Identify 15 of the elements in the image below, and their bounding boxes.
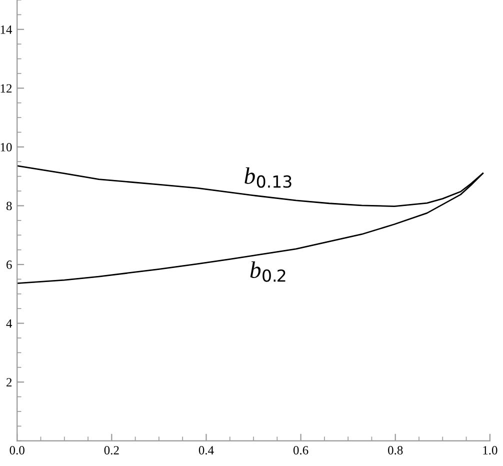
series-label: b$_{0.13}$ xyxy=(244,167,292,188)
y-tick-label: 4 xyxy=(6,319,12,328)
y-tick-label: 6 xyxy=(6,260,12,269)
series-label: b$_{0.2}$ xyxy=(250,261,286,282)
x-tick-label: 0.2 xyxy=(104,446,119,455)
x-tick-label: 0.6 xyxy=(293,446,308,455)
y-tick-label: 10 xyxy=(0,142,12,152)
y-tick-label: 12 xyxy=(0,84,12,93)
x-tick-label: 0.4 xyxy=(198,446,214,455)
y-tick-label: 8 xyxy=(6,202,12,210)
y-tick-label: 14 xyxy=(0,25,12,34)
x-tick-label: 1.0 xyxy=(483,446,498,455)
x-tick-label: 0.8 xyxy=(388,446,403,455)
x-tick-label: 0.0 xyxy=(10,446,24,455)
y-tick-label: 2 xyxy=(6,378,12,386)
